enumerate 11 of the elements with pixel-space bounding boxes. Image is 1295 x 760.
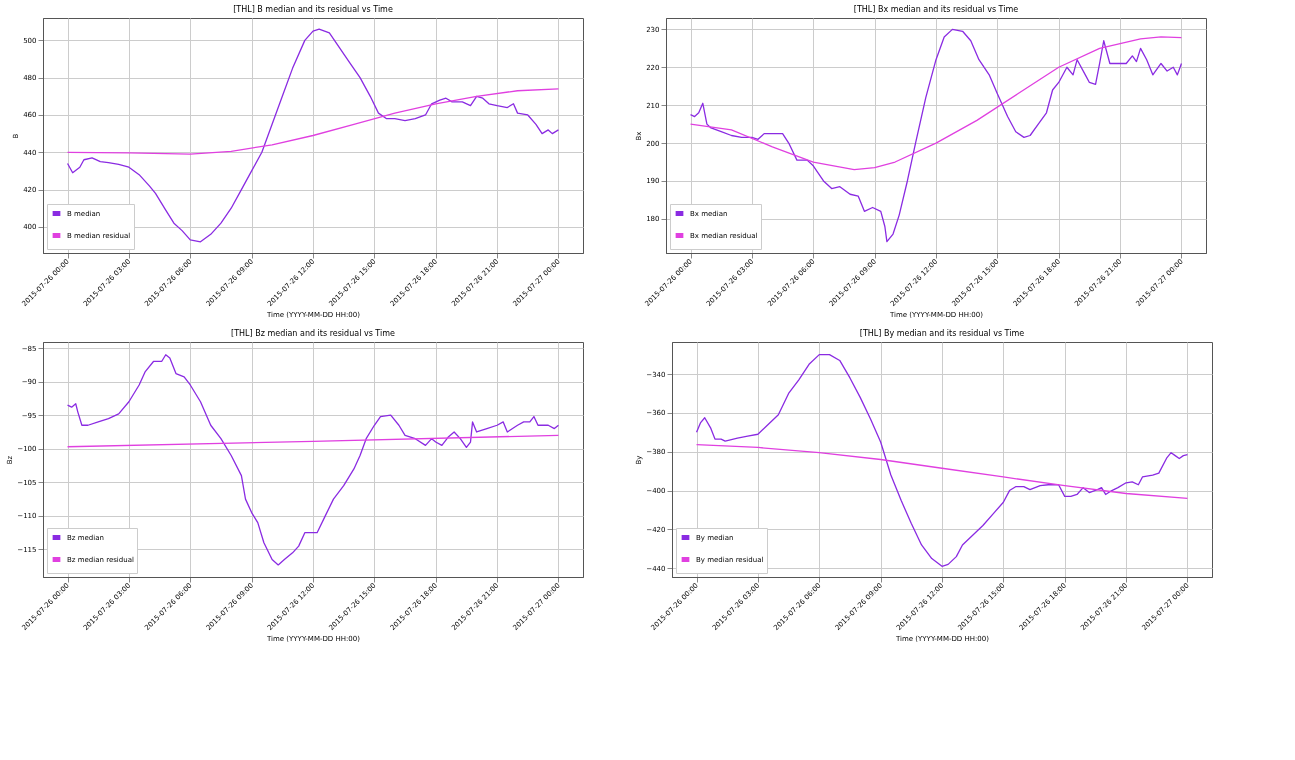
chart-title: [THL] Bx median and its residual vs Time xyxy=(853,5,1019,14)
line-series xyxy=(66,88,560,155)
chart-title: [THL] By median and its residual vs Time xyxy=(859,329,1025,338)
chart-title: [THL] Bz median and its residual vs Time xyxy=(231,329,395,338)
line-series xyxy=(66,354,560,566)
line-series xyxy=(695,353,1189,567)
line-series xyxy=(689,36,1183,171)
line-series xyxy=(695,443,1189,499)
line-series xyxy=(66,28,560,243)
chart-title: [THL] B median and its residual vs Time xyxy=(233,5,393,14)
line-series xyxy=(689,28,1183,243)
